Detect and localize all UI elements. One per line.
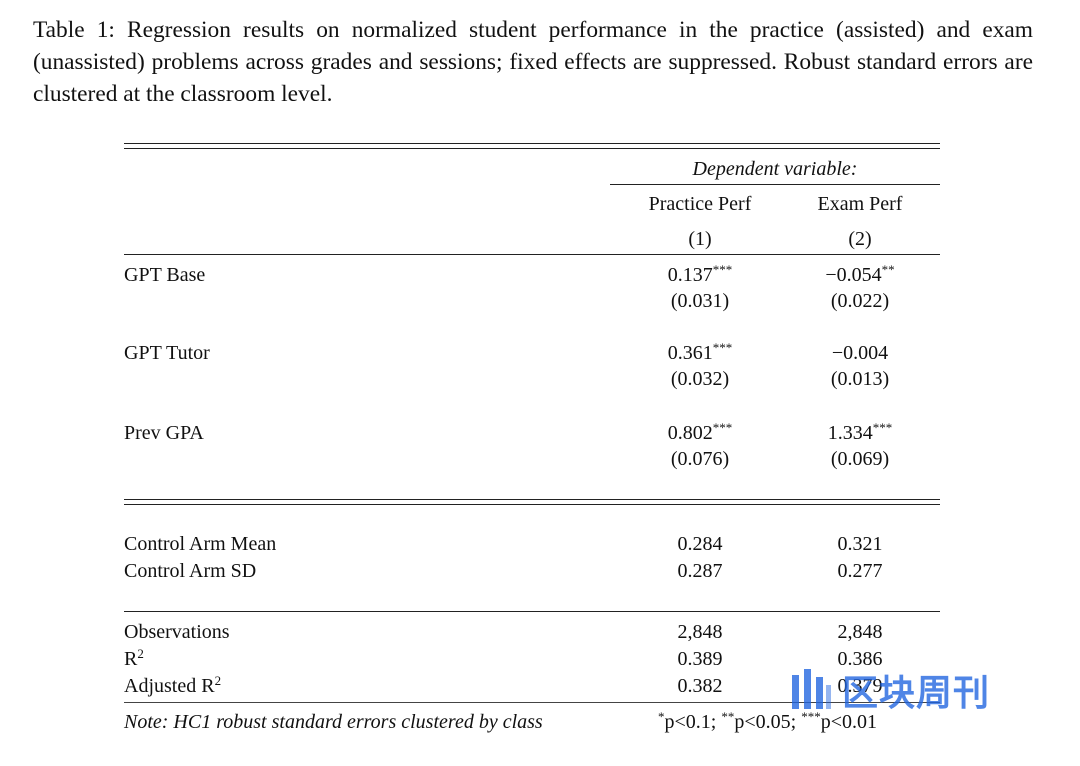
observations-c1: 2,848 — [677, 621, 723, 643]
row-label-adjusted-r2: Adjusted R2 — [124, 673, 222, 697]
col1-number: (1) — [688, 228, 712, 250]
control-mean-c2: 0.321 — [837, 533, 883, 555]
col1-name: Practice Perf — [648, 193, 752, 215]
observations-c2: 2,848 — [837, 621, 883, 643]
row-label-control-sd: Control Arm SD — [124, 560, 257, 582]
se-prev-gpa-c1: (0.076) — [670, 448, 730, 470]
mid-rule-1 — [124, 499, 940, 500]
se-prev-gpa-c2: (0.069) — [830, 448, 890, 470]
adjusted-r2-c2: 0.379 — [837, 675, 883, 697]
row-label-r2: R2 — [124, 646, 144, 670]
row-label-gpt-tutor: GPT Tutor — [124, 342, 210, 364]
significance-legend: *p<0.1; **p<0.05; ***p<0.01 — [658, 709, 877, 733]
control-mean-c1: 0.284 — [677, 533, 723, 555]
r2-c1: 0.389 — [677, 648, 723, 670]
row-label-control-mean: Control Arm Mean — [124, 533, 277, 555]
coef-gpt-tutor-c2: −0.004 — [831, 342, 889, 364]
top-rule-2 — [124, 148, 940, 149]
se-gpt-tutor-c1: (0.032) — [670, 368, 730, 390]
bottom-rule — [124, 702, 940, 703]
row-label-prev-gpa: Prev GPA — [124, 422, 204, 444]
coef-gpt-tutor-c1: 0.361*** — [667, 340, 733, 364]
table-note: Note: HC1 robust standard errors cluster… — [124, 711, 543, 733]
coef-gpt-base-c2: −0.054** — [825, 262, 895, 286]
row-label-gpt-base: GPT Base — [124, 264, 206, 286]
se-gpt-base-c1: (0.031) — [670, 290, 730, 312]
table-caption: Table 1: Regression results on normalize… — [33, 17, 1033, 107]
coef-prev-gpa-c1: 0.802*** — [667, 420, 733, 444]
control-sd-c2: 0.277 — [837, 560, 883, 582]
mid-rule-2 — [124, 504, 940, 505]
coef-prev-gpa-c2: 1.334*** — [827, 420, 893, 444]
dependent-variable-header: Dependent variable: — [692, 158, 858, 180]
coef-gpt-base-c1: 0.137*** — [667, 262, 733, 286]
top-rule-1 — [124, 143, 940, 144]
col2-name: Exam Perf — [817, 193, 903, 215]
adjusted-r2-c1: 0.382 — [677, 675, 723, 697]
watermark-logo-icon — [792, 669, 831, 709]
se-gpt-tutor-c2: (0.013) — [830, 368, 890, 390]
watermark: 区块周刊 — [790, 660, 1060, 720]
col2-number: (2) — [848, 228, 872, 250]
header-rule — [124, 254, 940, 255]
dependent-underline — [610, 184, 940, 185]
se-gpt-base-c2: (0.022) — [830, 290, 890, 312]
row-label-observations: Observations — [124, 621, 230, 643]
stats-rule — [124, 611, 940, 612]
watermark-text: 区块周刊 — [842, 673, 991, 714]
control-sd-c1: 0.287 — [677, 560, 723, 582]
r2-c2: 0.386 — [837, 648, 883, 670]
